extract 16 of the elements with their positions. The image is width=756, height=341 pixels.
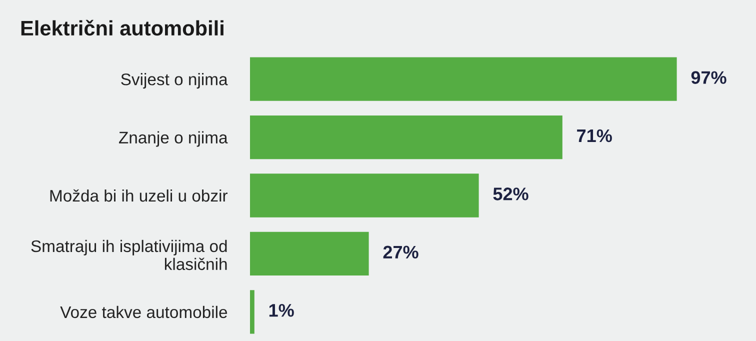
bar (250, 232, 369, 276)
bar (250, 290, 254, 334)
y-tick-label: Znanje o njima (118, 131, 228, 147)
data-label: 27% (383, 246, 418, 259)
y-tick-label: Smatraju ih isplativijima od klasičnih (31, 240, 227, 270)
bar (250, 174, 479, 218)
data-label: 71% (577, 129, 612, 142)
y-tick-label: Svijest o njima (121, 73, 228, 89)
y-tick-label: Možda bi ih uzeli u obzir (50, 189, 228, 202)
data-label: 52% (493, 188, 528, 200)
bar (250, 57, 677, 101)
data-label: 1% (269, 304, 294, 317)
text: Električni automobili (21, 20, 224, 36)
y-tick-label: Voze takve automobile (60, 306, 228, 318)
data-label: 97% (691, 71, 726, 84)
bar (250, 115, 562, 160)
